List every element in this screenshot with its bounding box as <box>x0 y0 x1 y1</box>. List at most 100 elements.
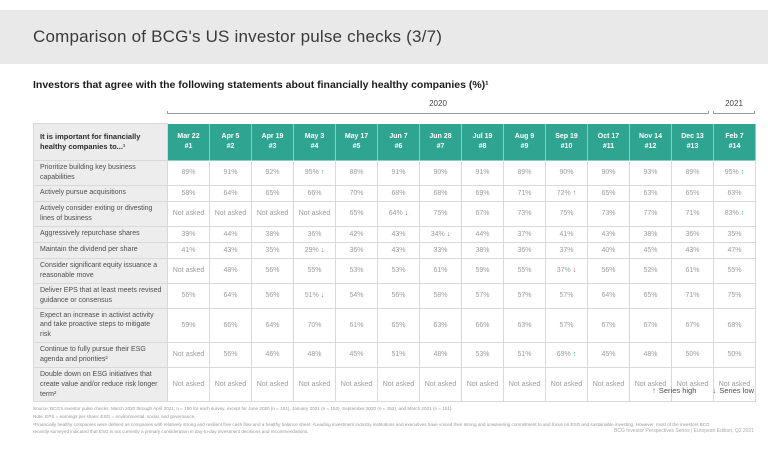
legend-high-label: Series high <box>658 386 697 395</box>
table-cell: 63% <box>419 307 462 343</box>
table-row: Actively pursue acquisitions 58% 64% 65% 66%… <box>33 184 756 202</box>
table-cell: 65% <box>377 307 420 343</box>
table-cell: 36% <box>335 241 378 259</box>
corner-header: It is important for financially healthy … <box>33 123 168 161</box>
table-cell: 92% <box>251 160 294 186</box>
table-cell: 46% <box>251 341 294 368</box>
column-header: Nov 14 #12 <box>629 123 672 161</box>
table-cell: 90% <box>587 160 630 186</box>
table-cell: 90% <box>419 160 462 186</box>
table-cell: 38% <box>629 225 672 243</box>
table-cell: 71% <box>503 184 546 202</box>
table-cell: 55% <box>293 257 336 284</box>
table-cell: 45% <box>629 241 672 259</box>
table-cell: 95% ↑ <box>713 160 756 186</box>
table-cell: 56% <box>377 282 420 309</box>
table-cell: Not asked <box>209 200 252 227</box>
table-cell: 67% <box>587 307 630 343</box>
table-cell: 51% ↓ <box>293 282 336 309</box>
table-cell: 57% <box>461 282 504 309</box>
table-cell: 59% <box>167 307 210 343</box>
table-row: Expect an increase in activist activity … <box>33 307 756 343</box>
table-cell: 68% <box>419 184 462 202</box>
table-cell: 56% <box>167 282 210 309</box>
table-cell: 70% <box>335 184 378 202</box>
table-cell: 64% <box>209 282 252 309</box>
row-label: Double down on ESG initiatives that crea… <box>33 366 168 403</box>
table-cell: 37% ↓ <box>545 257 588 284</box>
cell-value: 64% <box>388 210 403 218</box>
table-cell: 43% <box>377 241 420 259</box>
table-body: Prioritize building key business capabil… <box>33 160 756 403</box>
table-cell: 69% <box>461 184 504 202</box>
pulse-check-table: It is important for financially healthy … <box>33 123 756 403</box>
table-cell: 48% <box>419 341 462 368</box>
table-cell: 55% <box>503 257 546 284</box>
series-low-arrow-icon: ↓ <box>404 210 409 218</box>
table-cell: Not asked <box>377 366 420 403</box>
table-cell: 64% ↓ <box>377 200 420 227</box>
table-cell: Not asked <box>293 200 336 227</box>
table-cell: Not asked <box>251 200 294 227</box>
table-cell: 57% <box>545 282 588 309</box>
table-cell: 39% <box>167 225 210 243</box>
table-cell: 45% <box>335 341 378 368</box>
table-cell: 65% <box>335 200 378 227</box>
footnote-source: Source: BCG's investor pulse checks, Mar… <box>33 406 453 411</box>
table-cell: 45% <box>587 341 630 368</box>
table-cell: 67% <box>671 307 714 343</box>
table-cell: Not asked <box>671 366 714 403</box>
year-bracket-line-2020 <box>167 111 709 114</box>
table-cell: 35% <box>713 225 756 243</box>
column-header: Apr 19 #3 <box>251 123 294 161</box>
table-cell: 65% <box>671 184 714 202</box>
footnote-note: Note: EPS = earnings per share; ESG = en… <box>33 413 196 419</box>
column-header: Jun 7 #6 <box>377 123 420 161</box>
table-cell: 71% <box>671 200 714 227</box>
table-cell: 65% <box>629 282 672 309</box>
table-cell: 48% <box>293 341 336 368</box>
table-cell: 73% <box>503 200 546 227</box>
table-cell: 43% <box>377 225 420 243</box>
legend-series-high: ↑ Series high <box>652 386 697 395</box>
year-group-2021: 2021 <box>713 99 755 114</box>
table-cell: Not asked <box>167 257 210 284</box>
table-cell: 47% <box>713 241 756 259</box>
table-cell: 90% <box>545 160 588 186</box>
table-cell: 66% <box>209 307 252 343</box>
cell-value: 95% <box>724 169 739 177</box>
row-label: Aggressively repurchase shares <box>33 225 168 243</box>
row-label: Continue to fully pursue their ESG agend… <box>33 341 168 368</box>
cell-value: 51% <box>304 292 319 300</box>
table-cell: Not asked <box>503 366 546 403</box>
table-row: Maintain the dividend per share 41% 43% 35%… <box>33 241 756 259</box>
series-high-arrow-icon: ↑ <box>740 169 745 177</box>
table-cell: 67% <box>629 307 672 343</box>
table-cell: 42% <box>335 225 378 243</box>
table-cell: 40% <box>587 241 630 259</box>
table-cell: 59% <box>461 257 504 284</box>
table-cell: Not asked <box>167 200 210 227</box>
table-cell: 48% <box>209 257 252 284</box>
column-header: Sep 19 #10 <box>545 123 588 161</box>
table-cell: Not asked <box>461 366 504 403</box>
table-cell: 63% <box>713 184 756 202</box>
table-cell: Not asked <box>545 366 588 403</box>
table-cell: 65% <box>587 184 630 202</box>
column-header: Jul 19 #8 <box>461 123 504 161</box>
table-cell: 44% <box>461 225 504 243</box>
table-cell: 66% <box>461 307 504 343</box>
deck-footer: BCG Investor Perspectives Series | Europ… <box>614 428 754 434</box>
table-row: Actively consider exiting or divesting l… <box>33 200 756 227</box>
column-header: May 17 #5 <box>335 123 378 161</box>
table-cell: 77% <box>629 200 672 227</box>
row-label: Actively consider exiting or divesting l… <box>33 200 168 227</box>
table-cell: 95% ↑ <box>293 160 336 186</box>
table-subtitle: Investors that agree with the following … <box>33 79 489 91</box>
footnote-definitions: ¹Financially healthy companies were defi… <box>33 421 710 435</box>
table-cell: Not asked <box>419 366 462 403</box>
table-cell: Not asked <box>629 366 672 403</box>
table-cell: 83% ↑ <box>713 200 756 227</box>
cell-value: 34% <box>430 230 445 238</box>
data-table: It is important for financially healthy … <box>33 123 756 403</box>
